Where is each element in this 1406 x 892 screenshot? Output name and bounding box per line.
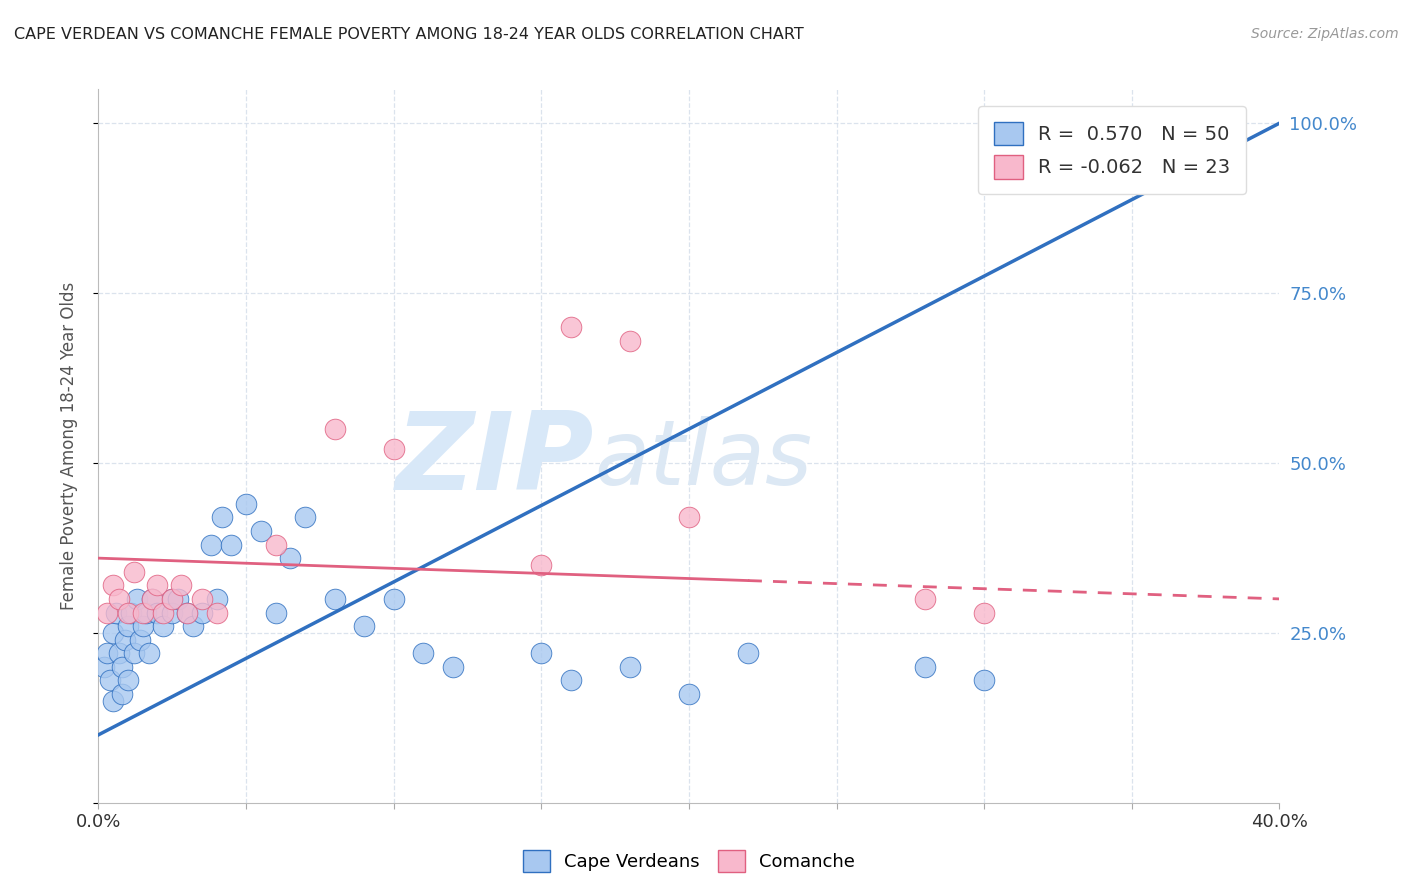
Point — [103, 626, 125, 640]
Point — [560, 320, 582, 334]
Point — [737, 646, 759, 660]
Text: atlas: atlas — [595, 417, 813, 504]
Point — [138, 646, 160, 660]
Point — [412, 646, 434, 660]
Point — [132, 619, 155, 633]
Text: CAPE VERDEAN VS COMANCHE FEMALE POVERTY AMONG 18-24 YEAR OLDS CORRELATION CHART: CAPE VERDEAN VS COMANCHE FEMALE POVERTY … — [14, 27, 804, 42]
Point — [353, 619, 375, 633]
Point — [117, 619, 139, 633]
Point — [176, 606, 198, 620]
Point — [108, 646, 131, 660]
Point — [678, 687, 700, 701]
Point — [135, 606, 157, 620]
Point — [530, 558, 553, 572]
Point — [205, 606, 228, 620]
Point — [560, 673, 582, 688]
Point — [103, 578, 125, 592]
Point — [678, 510, 700, 524]
Point — [200, 537, 222, 551]
Point — [152, 619, 174, 633]
Point — [914, 591, 936, 606]
Point — [530, 646, 553, 660]
Text: ZIP: ZIP — [396, 408, 595, 513]
Point — [141, 591, 163, 606]
Point — [176, 606, 198, 620]
Point — [323, 422, 346, 436]
Point — [146, 606, 169, 620]
Point — [1032, 136, 1054, 151]
Point — [96, 606, 118, 620]
Point — [96, 646, 118, 660]
Point — [278, 551, 302, 566]
Point — [382, 442, 405, 457]
Point — [111, 687, 134, 701]
Point — [973, 606, 995, 620]
Point — [125, 591, 148, 606]
Point — [294, 510, 316, 524]
Point — [103, 694, 125, 708]
Point — [162, 606, 183, 620]
Point — [162, 591, 183, 606]
Point — [117, 606, 139, 620]
Point — [235, 497, 257, 511]
Point — [111, 660, 134, 674]
Point — [619, 660, 641, 674]
Point — [114, 632, 136, 647]
Point — [191, 591, 214, 606]
Point — [191, 606, 214, 620]
Point — [122, 565, 145, 579]
Point — [619, 334, 641, 348]
Point — [146, 578, 169, 592]
Text: Source: ZipAtlas.com: Source: ZipAtlas.com — [1251, 27, 1399, 41]
Point — [219, 537, 242, 551]
Point — [93, 660, 115, 674]
Point — [382, 591, 405, 606]
Point — [250, 524, 273, 538]
Point — [170, 578, 193, 592]
Point — [132, 606, 155, 620]
Point — [205, 591, 228, 606]
Point — [120, 606, 142, 620]
Y-axis label: Female Poverty Among 18-24 Year Olds: Female Poverty Among 18-24 Year Olds — [59, 282, 77, 610]
Point — [264, 537, 287, 551]
Point — [181, 619, 204, 633]
Point — [914, 660, 936, 674]
Point — [323, 591, 346, 606]
Point — [98, 673, 121, 688]
Point — [141, 591, 163, 606]
Point — [441, 660, 464, 674]
Point — [211, 510, 233, 524]
Point — [152, 606, 174, 620]
Point — [105, 606, 128, 620]
Point — [117, 673, 139, 688]
Point — [128, 632, 150, 647]
Point — [122, 646, 145, 660]
Legend: Cape Verdeans, Comanche: Cape Verdeans, Comanche — [516, 843, 862, 880]
Point — [973, 673, 995, 688]
Point — [167, 591, 190, 606]
Point — [264, 606, 287, 620]
Point — [108, 591, 131, 606]
Point — [162, 591, 183, 606]
